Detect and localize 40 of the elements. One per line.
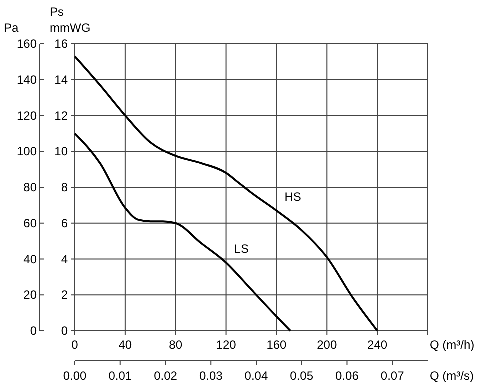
y2-tick-label: 6 xyxy=(61,216,68,230)
y2-tick-label: 16 xyxy=(54,37,68,51)
x-tick-label: 80 xyxy=(169,338,183,352)
y-tick-label: 160 xyxy=(16,37,38,51)
y2-tick-label: 12 xyxy=(54,108,68,123)
y2-tick-label: 14 xyxy=(54,72,68,87)
x-tick-label: 40 xyxy=(118,338,132,352)
line-series xyxy=(74,56,379,332)
x-tick-label: 240 xyxy=(368,338,388,352)
x-tick-label: 160 xyxy=(266,338,288,352)
x2-tick-label: 0.06 xyxy=(336,369,360,383)
y-tick-label: 20 xyxy=(24,288,38,302)
x2-tick-label: 0.01 xyxy=(108,369,132,383)
y-axis-title: Pa xyxy=(4,21,20,35)
x2-tick-label: 0.05 xyxy=(290,369,314,383)
y-tick-label: 60 xyxy=(24,216,38,230)
y-tick-label: 120 xyxy=(16,108,38,123)
y2-tick-label: 8 xyxy=(61,180,68,194)
y-tick-label: 140 xyxy=(16,72,38,87)
x-tick-label: 200 xyxy=(317,338,338,352)
y-tick-label: 80 xyxy=(24,180,38,194)
x-axis-title: Q (m³/h) xyxy=(430,338,475,352)
x2-tick-label: 0.02 xyxy=(154,369,178,383)
x2-axis-title: Q (m³/s) xyxy=(430,369,474,383)
y2-tick-label: 10 xyxy=(54,144,68,159)
x2-tick-label: 0.03 xyxy=(199,369,224,383)
y-tick-label: 0 xyxy=(30,324,38,338)
y2-axis-title: Ps mmWG xyxy=(50,5,91,35)
y-tick-label: 100 xyxy=(16,144,38,159)
y2-tick-label: 2 xyxy=(61,288,68,302)
x-tick-label: 0 xyxy=(72,338,79,352)
y2-tick-label: 4 xyxy=(61,252,68,266)
series-label: LS xyxy=(234,242,249,256)
x-tick-label: 120 xyxy=(216,338,237,352)
y-tick-label: 40 xyxy=(24,252,38,266)
x2-tick-label: 0.00 xyxy=(63,369,87,383)
series-label: HS xyxy=(284,190,302,204)
x2-tick-label: 0.07 xyxy=(380,369,405,383)
x2-tick-label: 0.04 xyxy=(244,369,268,383)
y2-tick-label: 0 xyxy=(61,324,68,338)
